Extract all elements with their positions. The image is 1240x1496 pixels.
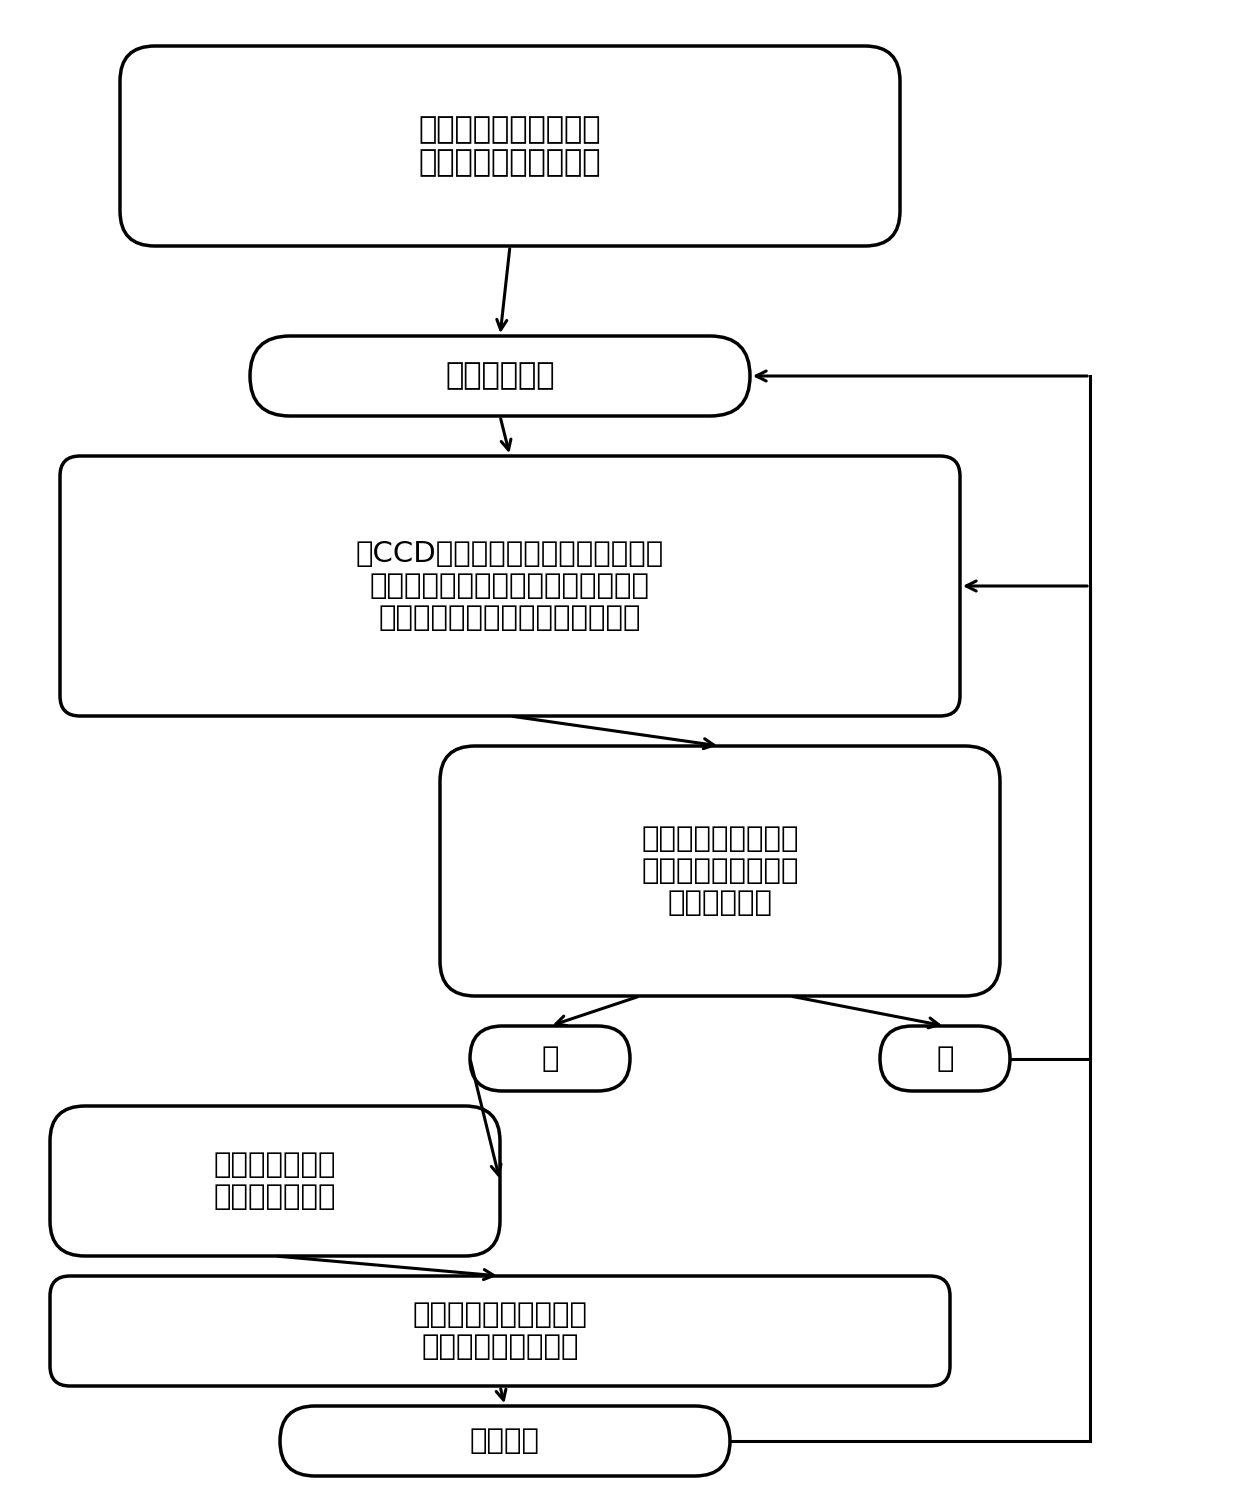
FancyBboxPatch shape (470, 1026, 630, 1091)
FancyBboxPatch shape (60, 456, 960, 717)
FancyBboxPatch shape (120, 46, 900, 245)
Text: 搭建光学谐振腔模式及
损耗测量装置光路平台: 搭建光学谐振腔模式及 损耗测量装置光路平台 (419, 115, 601, 178)
Text: 关断声光开关产
生光腔衰荡信号: 关断声光开关产 生光腔衰荡信号 (213, 1150, 336, 1212)
Text: 是: 是 (541, 1044, 559, 1073)
FancyBboxPatch shape (50, 1106, 500, 1257)
FancyBboxPatch shape (440, 747, 999, 996)
Text: 测试完成: 测试完成 (470, 1427, 539, 1456)
Text: 声光开关开启: 声光开关开启 (445, 362, 554, 390)
Text: 在CCD望远准直系统监控下，调整两
个球面反射镜及手动压电陶瓷驱动器
使待测谐振腔输出指定的本征模式: 在CCD望远准直系统监控下，调整两 个球面反射镜及手动压电陶瓷驱动器 使待测谐振… (356, 540, 665, 633)
Text: 否: 否 (936, 1044, 954, 1073)
FancyBboxPatch shape (280, 1406, 730, 1477)
Text: 计算机控制模块识别
该本征模式是否为待
测本征模式？: 计算机控制模块识别 该本征模式是否为待 测本征模式？ (641, 824, 799, 917)
FancyBboxPatch shape (250, 337, 750, 416)
Text: 数据采集并计算谐振腔
在指定模式下的损耗: 数据采集并计算谐振腔 在指定模式下的损耗 (413, 1302, 588, 1361)
FancyBboxPatch shape (50, 1276, 950, 1385)
FancyBboxPatch shape (880, 1026, 1011, 1091)
